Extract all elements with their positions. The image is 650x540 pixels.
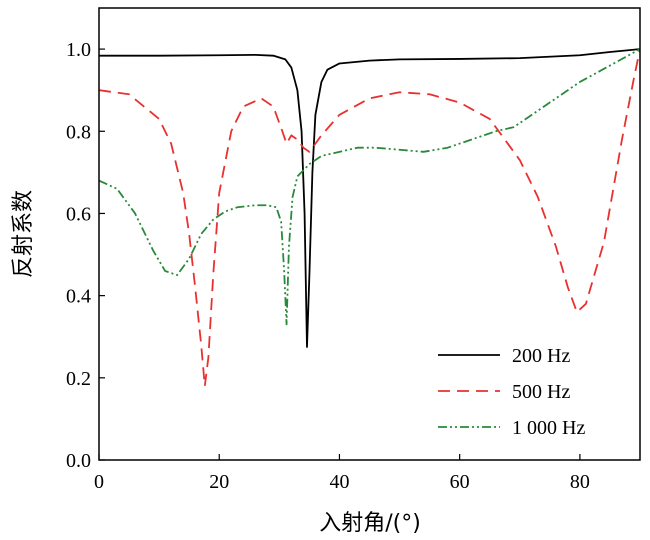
x-axis-ticks: 0 20 40 60 80 [94,454,590,493]
y-tick-label: 1.0 [66,39,91,61]
y-tick-label: 0.0 [66,450,91,472]
x-tick-label: 20 [209,471,229,493]
x-axis-title: 入射角/(°) [319,511,421,536]
series-line-2 [99,48,640,387]
series-line-3 [99,48,640,326]
x-tick-label: 60 [450,471,470,493]
legend: 200 Hz 500 Hz 1 000 Hz [438,345,585,439]
plot-frame [98,7,641,461]
y-tick-label: 0.6 [66,203,91,225]
legend-label-1: 200 Hz [512,345,570,367]
y-tick-label: 0.4 [66,286,91,308]
x-tick-label: 40 [329,471,349,493]
y-axis-title: 反射系数 [11,190,36,278]
x-tick-label: 80 [570,471,590,493]
legend-label-3: 1 000 Hz [512,417,585,439]
x-tick-label: 0 [94,471,104,493]
series-layer [99,48,640,387]
y-axis-ticks: 0.0 0.2 0.4 0.6 0.8 1.0 [66,39,105,472]
y-tick-label: 0.2 [66,368,91,390]
series-line-1 [99,48,640,348]
legend-label-2: 500 Hz [512,381,570,403]
y-tick-label: 0.8 [66,121,91,143]
